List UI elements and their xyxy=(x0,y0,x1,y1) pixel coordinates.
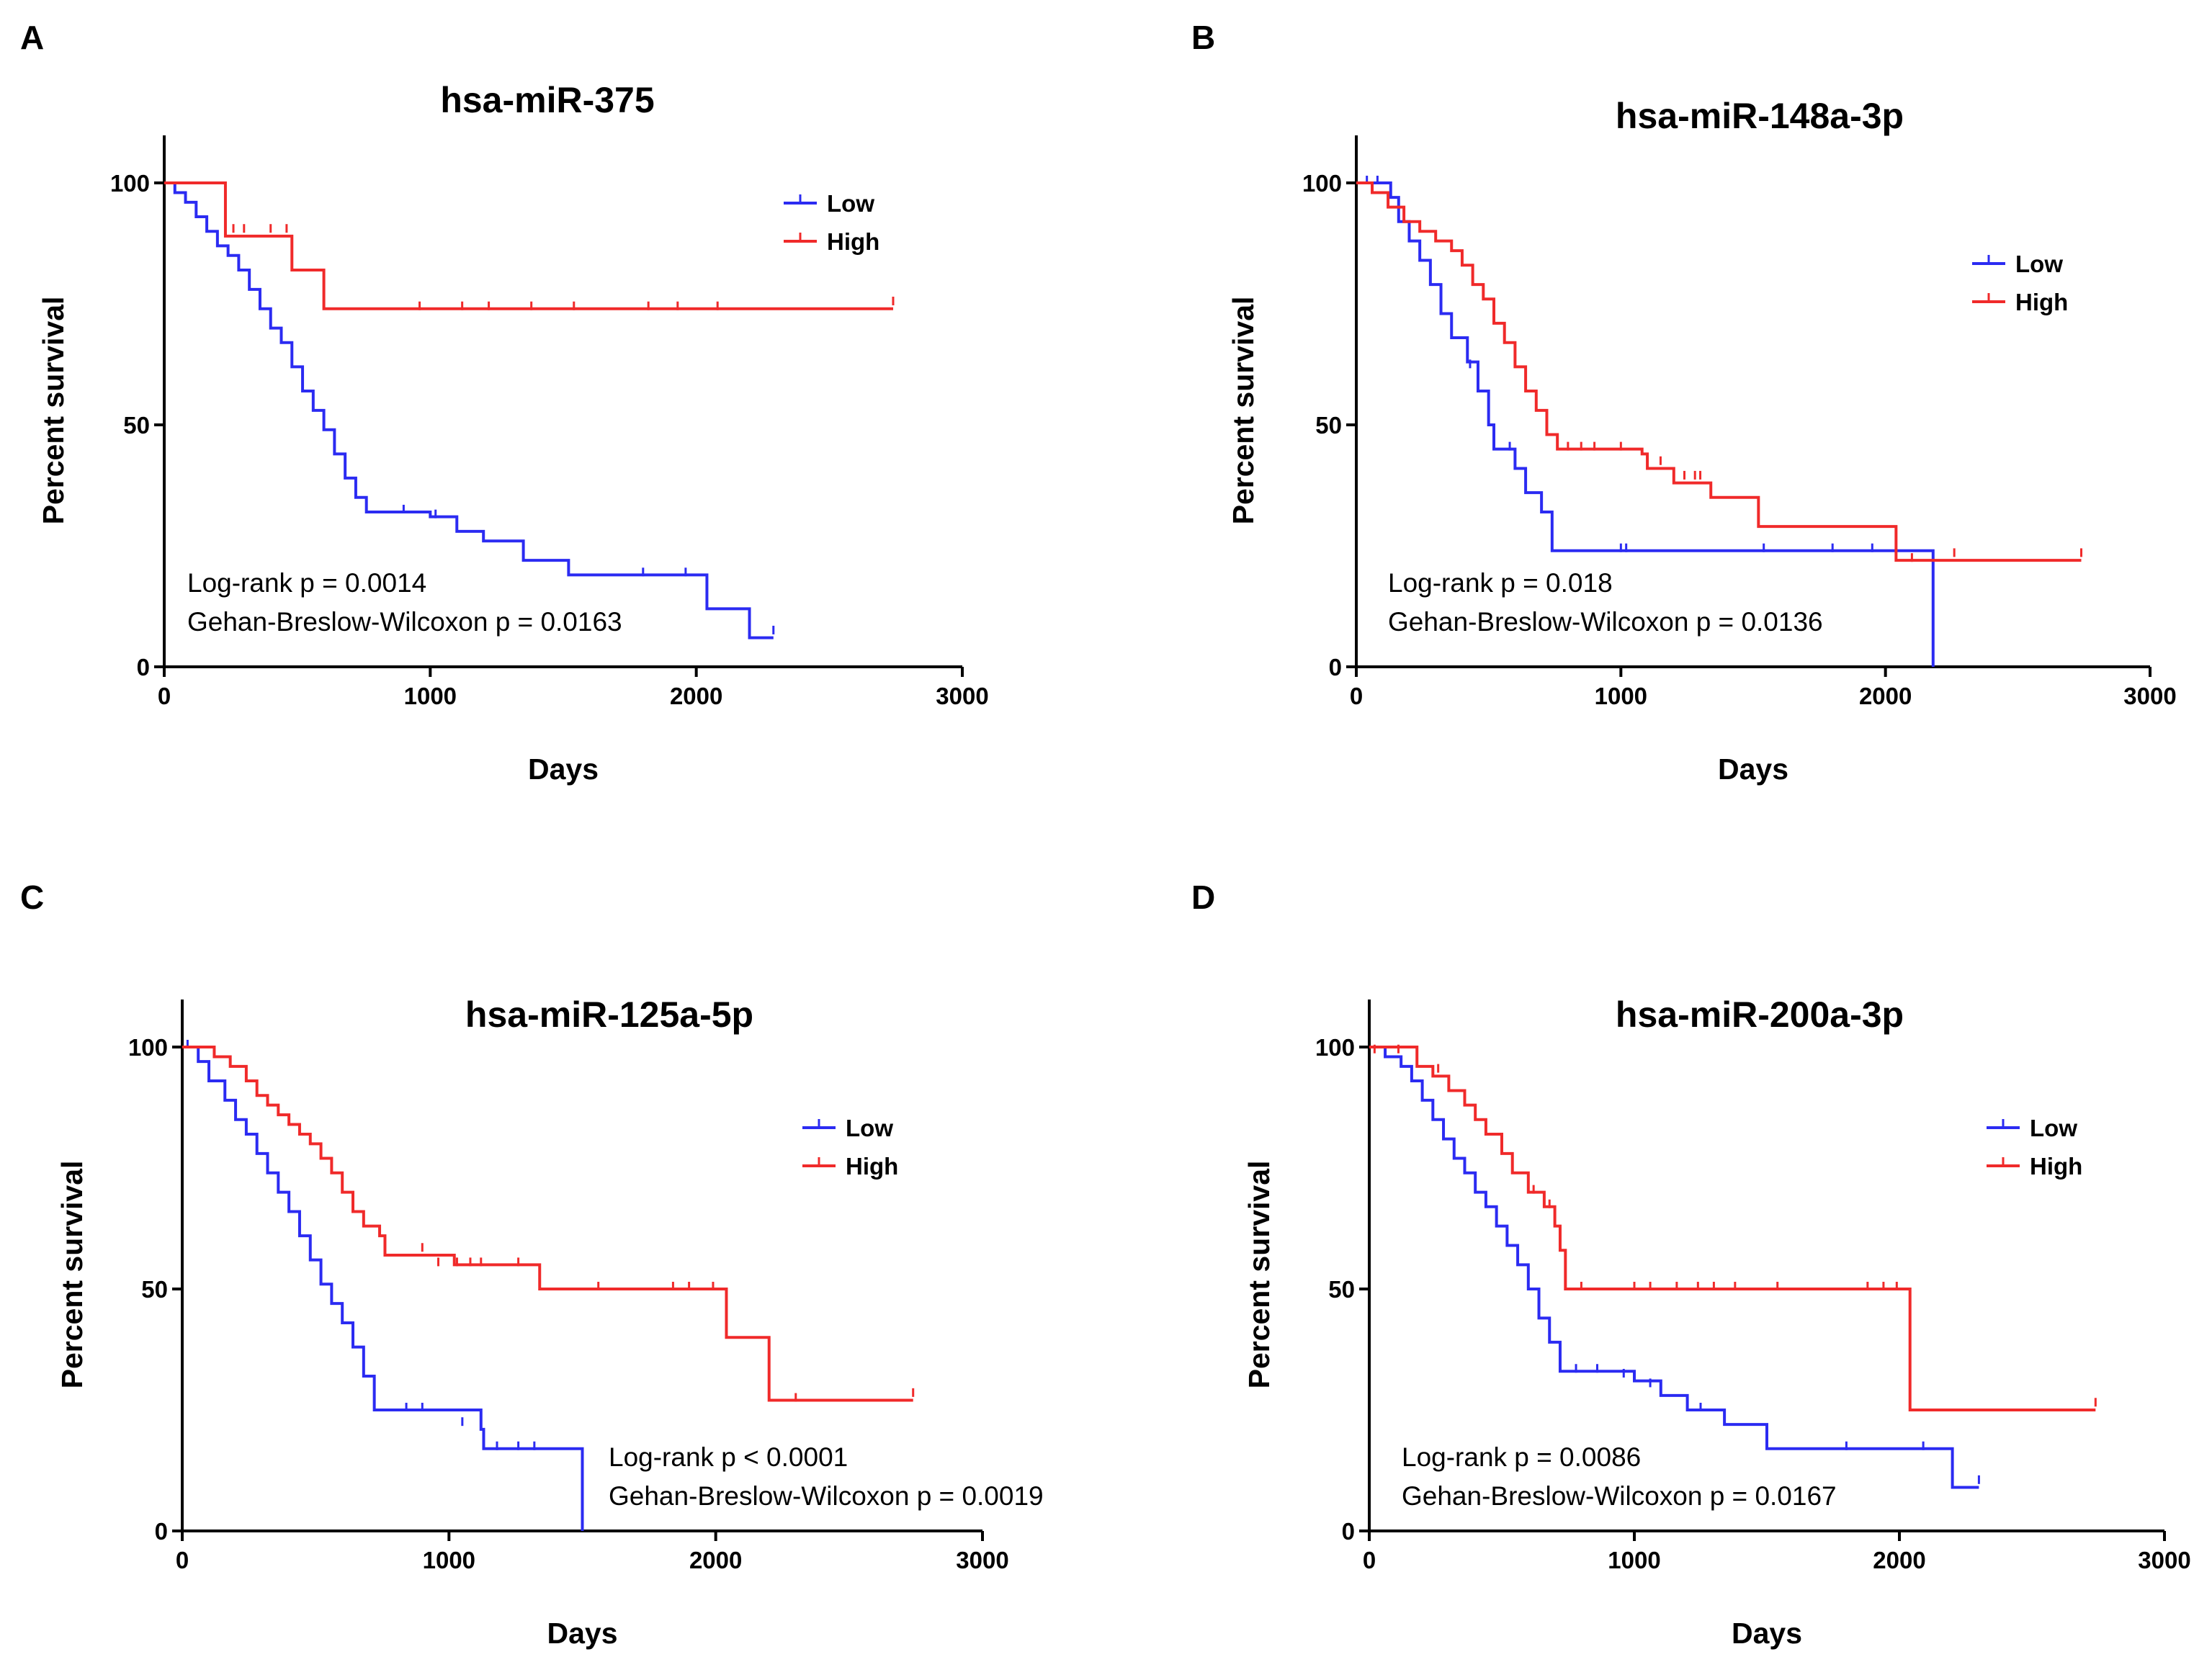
statistics-annotation: Log-rank p = 0.0086 xyxy=(1402,1442,1641,1472)
panel-letter: D xyxy=(1191,879,1215,916)
survival-curve-low xyxy=(1369,1046,1979,1489)
legend-label-high: High xyxy=(2015,289,2068,315)
y-axis-label: Percent survival xyxy=(1242,1161,1276,1389)
survival-curve-high xyxy=(1369,1046,2096,1411)
x-tick-label: 1000 xyxy=(423,1547,475,1573)
panel-letter: C xyxy=(20,879,44,916)
y-tick-label: 50 xyxy=(1328,1276,1355,1303)
x-tick-label: 2000 xyxy=(1859,683,1912,709)
statistics-annotation: Gehan-Breslow-Wilcoxon p = 0.0163 xyxy=(187,607,622,637)
legend-label-low: Low xyxy=(827,190,874,217)
chart-title: hsa-miR-200a-3p xyxy=(1616,994,1904,1035)
statistics-annotation: Gehan-Breslow-Wilcoxon p = 0.0019 xyxy=(609,1481,1044,1511)
chart-title: hsa-miR-125a-5p xyxy=(465,994,753,1035)
panel-letter: A xyxy=(20,19,44,56)
survival-curve-low xyxy=(182,1046,584,1531)
x-tick-label: 0 xyxy=(1363,1547,1376,1573)
x-axis-label: Days xyxy=(1732,1617,1802,1650)
legend-label-low: Low xyxy=(2030,1115,2077,1141)
statistics-annotation: Log-rank p < 0.0001 xyxy=(609,1442,848,1472)
statistics-annotation: Log-rank p = 0.018 xyxy=(1388,568,1613,598)
y-tick-label: 0 xyxy=(155,1518,168,1545)
survival-curve-high xyxy=(164,181,893,310)
y-tick-label: 100 xyxy=(110,170,150,197)
y-tick-label: 100 xyxy=(1315,1034,1355,1061)
x-tick-label: 1000 xyxy=(1595,683,1647,709)
survival-curve-high xyxy=(1356,181,2082,562)
x-tick-label: 2000 xyxy=(670,683,722,709)
x-tick-label: 0 xyxy=(1350,683,1363,709)
statistics-annotation: Log-rank p = 0.0014 xyxy=(187,568,426,598)
y-axis-label: Percent survival xyxy=(1227,297,1260,525)
x-axis-label: Days xyxy=(547,1617,617,1650)
chart-title: hsa-miR-148a-3p xyxy=(1616,96,1904,136)
y-tick-label: 0 xyxy=(1329,654,1342,680)
y-tick-label: 50 xyxy=(1315,412,1342,439)
y-tick-label: 100 xyxy=(128,1034,168,1061)
y-tick-label: 0 xyxy=(137,654,150,680)
survival-curve-low xyxy=(164,181,774,639)
y-axis-label: Percent survival xyxy=(37,297,70,525)
legend-label-low: Low xyxy=(2015,251,2063,277)
y-tick-label: 0 xyxy=(1342,1518,1355,1545)
x-tick-label: 3000 xyxy=(936,683,988,709)
legend-label-high: High xyxy=(827,228,879,255)
legend-label-high: High xyxy=(846,1153,898,1180)
legend-label-low: Low xyxy=(846,1115,893,1141)
x-axis-label: Days xyxy=(1718,753,1788,786)
legend-label-high: High xyxy=(2030,1153,2082,1180)
x-tick-label: 2000 xyxy=(689,1547,742,1573)
y-axis-label: Percent survival xyxy=(55,1161,89,1389)
x-tick-label: 3000 xyxy=(2123,683,2176,709)
x-axis-label: Days xyxy=(528,753,599,786)
chart-title: hsa-miR-375 xyxy=(440,80,654,120)
x-tick-label: 0 xyxy=(176,1547,189,1573)
panel-letter: B xyxy=(1191,19,1215,56)
x-tick-label: 3000 xyxy=(2138,1547,2190,1573)
statistics-annotation: Gehan-Breslow-Wilcoxon p = 0.0167 xyxy=(1402,1481,1837,1511)
x-tick-label: 3000 xyxy=(956,1547,1008,1573)
x-tick-label: 0 xyxy=(158,683,171,709)
statistics-annotation: Gehan-Breslow-Wilcoxon p = 0.0136 xyxy=(1388,607,1823,637)
x-tick-label: 2000 xyxy=(1873,1547,1925,1573)
x-tick-label: 1000 xyxy=(404,683,457,709)
x-tick-label: 1000 xyxy=(1608,1547,1660,1573)
y-tick-label: 100 xyxy=(1302,170,1342,197)
y-tick-label: 50 xyxy=(141,1276,168,1303)
survival-curve-high xyxy=(182,1046,913,1402)
y-tick-label: 50 xyxy=(123,412,150,439)
